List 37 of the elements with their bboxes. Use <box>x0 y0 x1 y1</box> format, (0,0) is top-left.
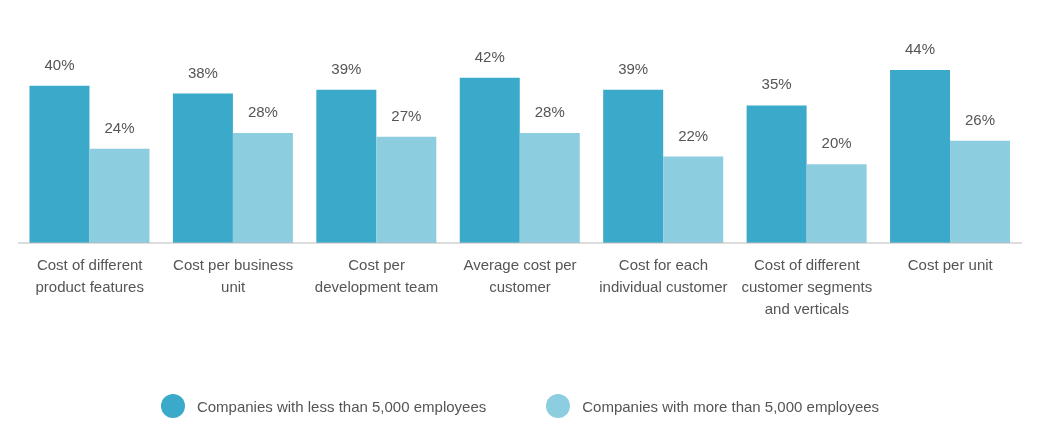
bar <box>29 85 90 243</box>
data-label: 35% <box>761 75 792 93</box>
x-tick-label: Cost of different product features <box>35 255 144 295</box>
data-label: 28% <box>247 102 278 120</box>
data-label: 39% <box>331 59 362 77</box>
bar <box>376 136 437 243</box>
data-label: 38% <box>187 63 218 81</box>
data-label: 44% <box>905 40 936 57</box>
data-label: 22% <box>678 126 709 144</box>
data-label: 28% <box>534 102 565 120</box>
bar <box>172 93 233 243</box>
legend-label: Companies with more than 5,000 employees <box>582 397 880 415</box>
bar <box>806 164 867 243</box>
data-label: 42% <box>474 47 505 65</box>
legend-label: Companies with less than 5,000 employees <box>196 397 487 415</box>
x-tick-label: Cost per business unit <box>173 255 294 295</box>
data-label: 40% <box>44 55 75 73</box>
bar <box>232 132 293 243</box>
bar <box>950 140 1011 243</box>
bar <box>890 70 951 243</box>
bar <box>663 156 724 243</box>
bar <box>603 89 664 243</box>
bar <box>519 132 580 243</box>
x-tick-label: Cost per development team <box>314 255 439 295</box>
data-label: 39% <box>618 59 649 77</box>
bar <box>316 89 377 243</box>
x-tick-label: Cost for each individual customer <box>599 255 728 295</box>
data-label: 27% <box>391 106 422 124</box>
x-tick-label: Average cost per customer <box>463 255 577 295</box>
data-label: 26% <box>965 110 996 128</box>
x-tick-label: Cost of different customer segments and verticals <box>741 255 873 317</box>
x-tick-label: Cost per unit <box>907 255 994 273</box>
bar <box>746 105 807 243</box>
data-label: 24% <box>104 118 135 136</box>
bar <box>89 148 150 243</box>
data-label: 20% <box>821 134 852 152</box>
bar <box>459 77 520 243</box>
